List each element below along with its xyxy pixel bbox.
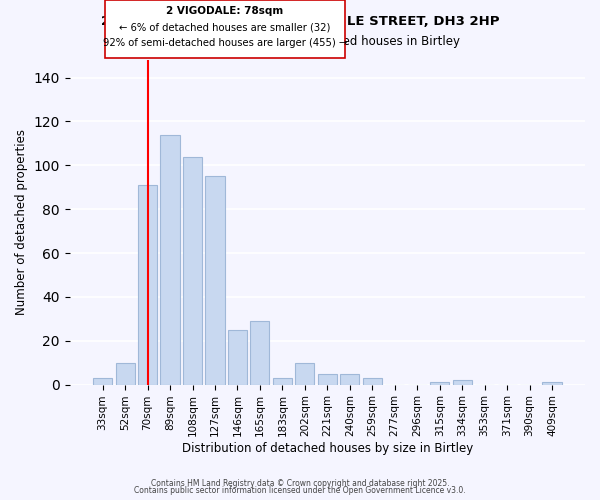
Text: Size of property relative to detached houses in Birtley: Size of property relative to detached ho… [140,35,460,48]
Text: Contains HM Land Registry data © Crown copyright and database right 2025.: Contains HM Land Registry data © Crown c… [151,478,449,488]
Bar [183,156,202,384]
Bar [250,321,269,384]
Text: 92% of semi-detached houses are larger (455) →: 92% of semi-detached houses are larger (… [103,38,347,48]
Bar [160,134,179,384]
Text: 2, VIGODALE, BIRTLEY, CHESTER LE STREET, DH3 2HP: 2, VIGODALE, BIRTLEY, CHESTER LE STREET,… [101,15,499,28]
Y-axis label: Number of detached properties: Number of detached properties [15,130,28,316]
Bar [340,374,359,384]
Bar [430,382,449,384]
Bar [452,380,472,384]
Bar [363,378,382,384]
Bar [205,176,224,384]
Text: 2 VIGODALE: 78sqm: 2 VIGODALE: 78sqm [166,6,284,16]
Bar [228,330,247,384]
Text: Contains public sector information licensed under the Open Government Licence v3: Contains public sector information licen… [134,486,466,495]
Bar [93,378,112,384]
Bar [295,362,314,384]
Text: ← 6% of detached houses are smaller (32): ← 6% of detached houses are smaller (32) [119,22,331,32]
X-axis label: Distribution of detached houses by size in Birtley: Distribution of detached houses by size … [182,442,473,455]
Bar [138,185,157,384]
Bar [542,382,562,384]
Bar [318,374,337,384]
Bar [116,362,134,384]
Bar [273,378,292,384]
